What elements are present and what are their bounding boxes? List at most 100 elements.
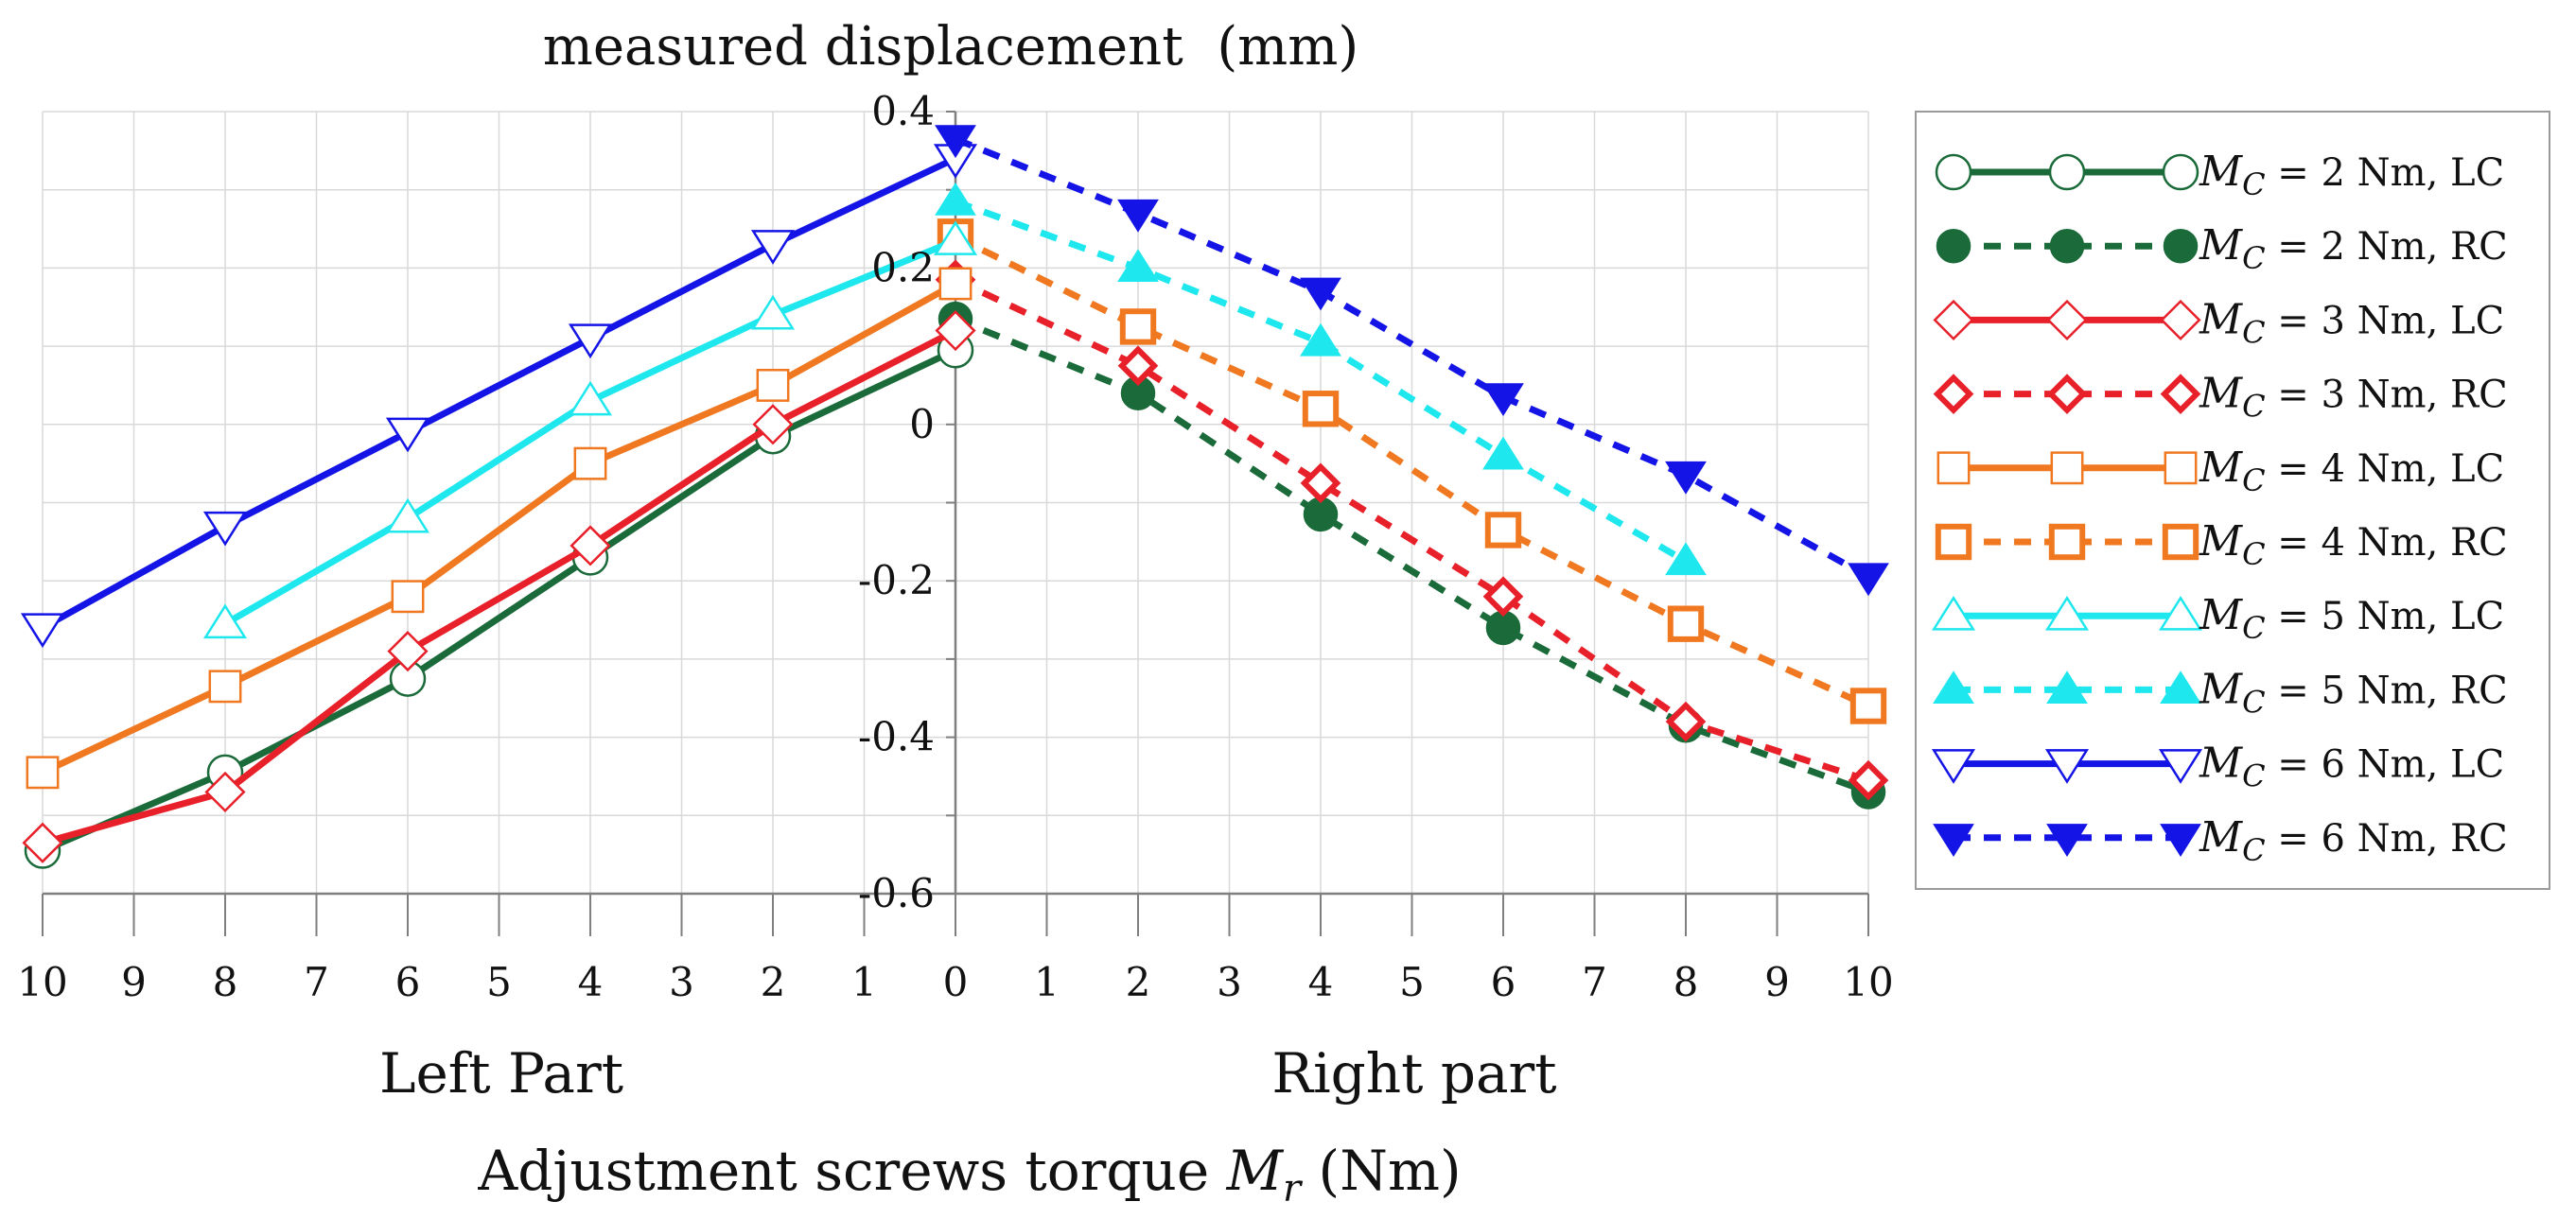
x-tick-label: 5: [486, 959, 512, 1005]
legend-marker: [1936, 228, 1971, 264]
legend-item: MC = 5 Nm, LC: [1931, 591, 2504, 646]
data-point: [1484, 512, 1522, 549]
data-point: [1300, 322, 1341, 357]
legend-item: MC = 3 Nm, LC: [1933, 295, 2504, 350]
legend-item: MC = 4 Nm, LC: [1936, 444, 2504, 498]
data-point: [202, 603, 248, 639]
tick-labels: 10 9 8 7 6 5 4 3 2 1 0 1 2 3 4 5 6 7 8 9 100.40.20-0.2-0.4-0…: [17, 88, 1893, 1005]
data-point: [935, 182, 976, 216]
series-line: [954, 135, 1870, 581]
legend-marker: [2158, 595, 2203, 631]
legend-label: MC = 2 Nm, RC: [2199, 221, 2508, 276]
legend-label: MC = 5 Nm, RC: [2199, 665, 2508, 720]
legend-marker: [2046, 374, 2088, 414]
legend-marker: [2160, 824, 2201, 857]
legend-marker: [2160, 374, 2201, 414]
legend: MC = 2 Nm, LC MC = 2 Nm, RC MC = 3 Nm, LC M…: [1915, 111, 2550, 890]
y-tick-label: 0.2: [871, 244, 935, 290]
series-line: [954, 315, 1870, 795]
axes: [42, 111, 1869, 936]
series-10: [935, 125, 1889, 597]
legend-marker: [2046, 299, 2088, 340]
series-7: [202, 220, 978, 639]
legend-marker: [1931, 595, 1976, 631]
legend-item: MC = 5 Nm, RC: [1933, 665, 2508, 720]
data-point: [204, 771, 246, 813]
legend-marker: [2046, 670, 2088, 705]
data-point: [1117, 249, 1159, 283]
data-point: [391, 580, 425, 614]
legend-marker: [2160, 670, 2201, 705]
y-tick-label: -0.6: [858, 870, 935, 916]
legend-box: [1915, 111, 2550, 890]
data-point: [208, 670, 242, 704]
x-tick-label: 4: [1308, 959, 1334, 1005]
series-line: [954, 198, 1688, 565]
data-point: [1482, 383, 1524, 417]
series-line: [41, 155, 957, 631]
legend-label: MC = 5 Nm, LC: [2199, 591, 2504, 646]
data-point: [385, 497, 430, 533]
data-point: [1117, 345, 1159, 387]
y-tick-label: -0.4: [858, 714, 935, 760]
data-point: [750, 230, 796, 265]
legend-marker: [2048, 153, 2086, 191]
legend-item: MC = 4 Nm, RC: [1935, 517, 2508, 572]
data-point: [568, 380, 613, 416]
legend-label: MC = 3 Nm, LC: [2199, 295, 2504, 350]
legend-marker: [2163, 228, 2199, 264]
series-6: [937, 218, 1887, 724]
data-point: [570, 525, 611, 566]
x-tick-label: 2: [1126, 959, 1151, 1005]
data-point: [1119, 308, 1157, 345]
legend-marker: [2049, 228, 2085, 264]
right-part-label: Right part: [1271, 1041, 1556, 1106]
legend-label: MC = 6 Nm, RC: [2199, 813, 2508, 868]
x-tick-label: 10: [17, 959, 67, 1005]
data-point: [26, 756, 60, 790]
data-point: [935, 125, 976, 159]
series-8: [935, 182, 1707, 576]
legend-marker: [1933, 374, 1974, 414]
data-point: [1849, 688, 1887, 724]
x-tick-label: 4: [578, 959, 604, 1005]
x-tick-label: 2: [761, 959, 786, 1005]
x-tick-label: 8: [1674, 959, 1699, 1005]
data-point: [1482, 576, 1524, 618]
data-point: [1848, 759, 1889, 801]
legend-label: MC = 4 Nm, LC: [2199, 444, 2504, 498]
x-tick-label: 6: [1491, 959, 1516, 1005]
y-tick-label: -0.2: [858, 557, 935, 603]
legend-marker: [2050, 451, 2084, 485]
x-tick-label: 8: [213, 959, 238, 1005]
data-point: [568, 323, 613, 359]
data-point: [1117, 199, 1159, 233]
legend-item: MC = 3 Nm, RC: [1933, 370, 2508, 425]
data-point: [1665, 542, 1707, 576]
x-tick-label: 7: [1582, 959, 1607, 1005]
x-tick-label: 3: [1217, 959, 1242, 1005]
series-line: [42, 327, 957, 846]
legend-marker: [1931, 749, 1976, 784]
data-point: [756, 369, 790, 402]
series-3: [22, 309, 976, 863]
x-tick-label: 5: [1399, 959, 1425, 1005]
data-point: [1665, 461, 1707, 495]
legend-marker: [1936, 451, 1971, 485]
data-point: [202, 511, 248, 547]
series-line: [41, 347, 957, 854]
x-tick-label: 1: [851, 959, 877, 1005]
data-point: [1667, 605, 1705, 642]
data-point: [935, 309, 976, 352]
data-point: [1300, 462, 1341, 504]
data-point: [385, 417, 430, 453]
data-point: [1302, 391, 1340, 427]
x-tick-label: 1: [1034, 959, 1060, 1005]
legend-marker: [1935, 153, 1972, 191]
legend-marker: [1933, 299, 1974, 340]
x-tick-label: 10: [1843, 959, 1893, 1005]
x-axis-title: Adjustment screws torque Mr (Nm): [477, 1139, 1461, 1210]
legend-label: MC = 3 Nm, RC: [2199, 370, 2508, 425]
legend-label: MC = 4 Nm, RC: [2199, 517, 2508, 572]
